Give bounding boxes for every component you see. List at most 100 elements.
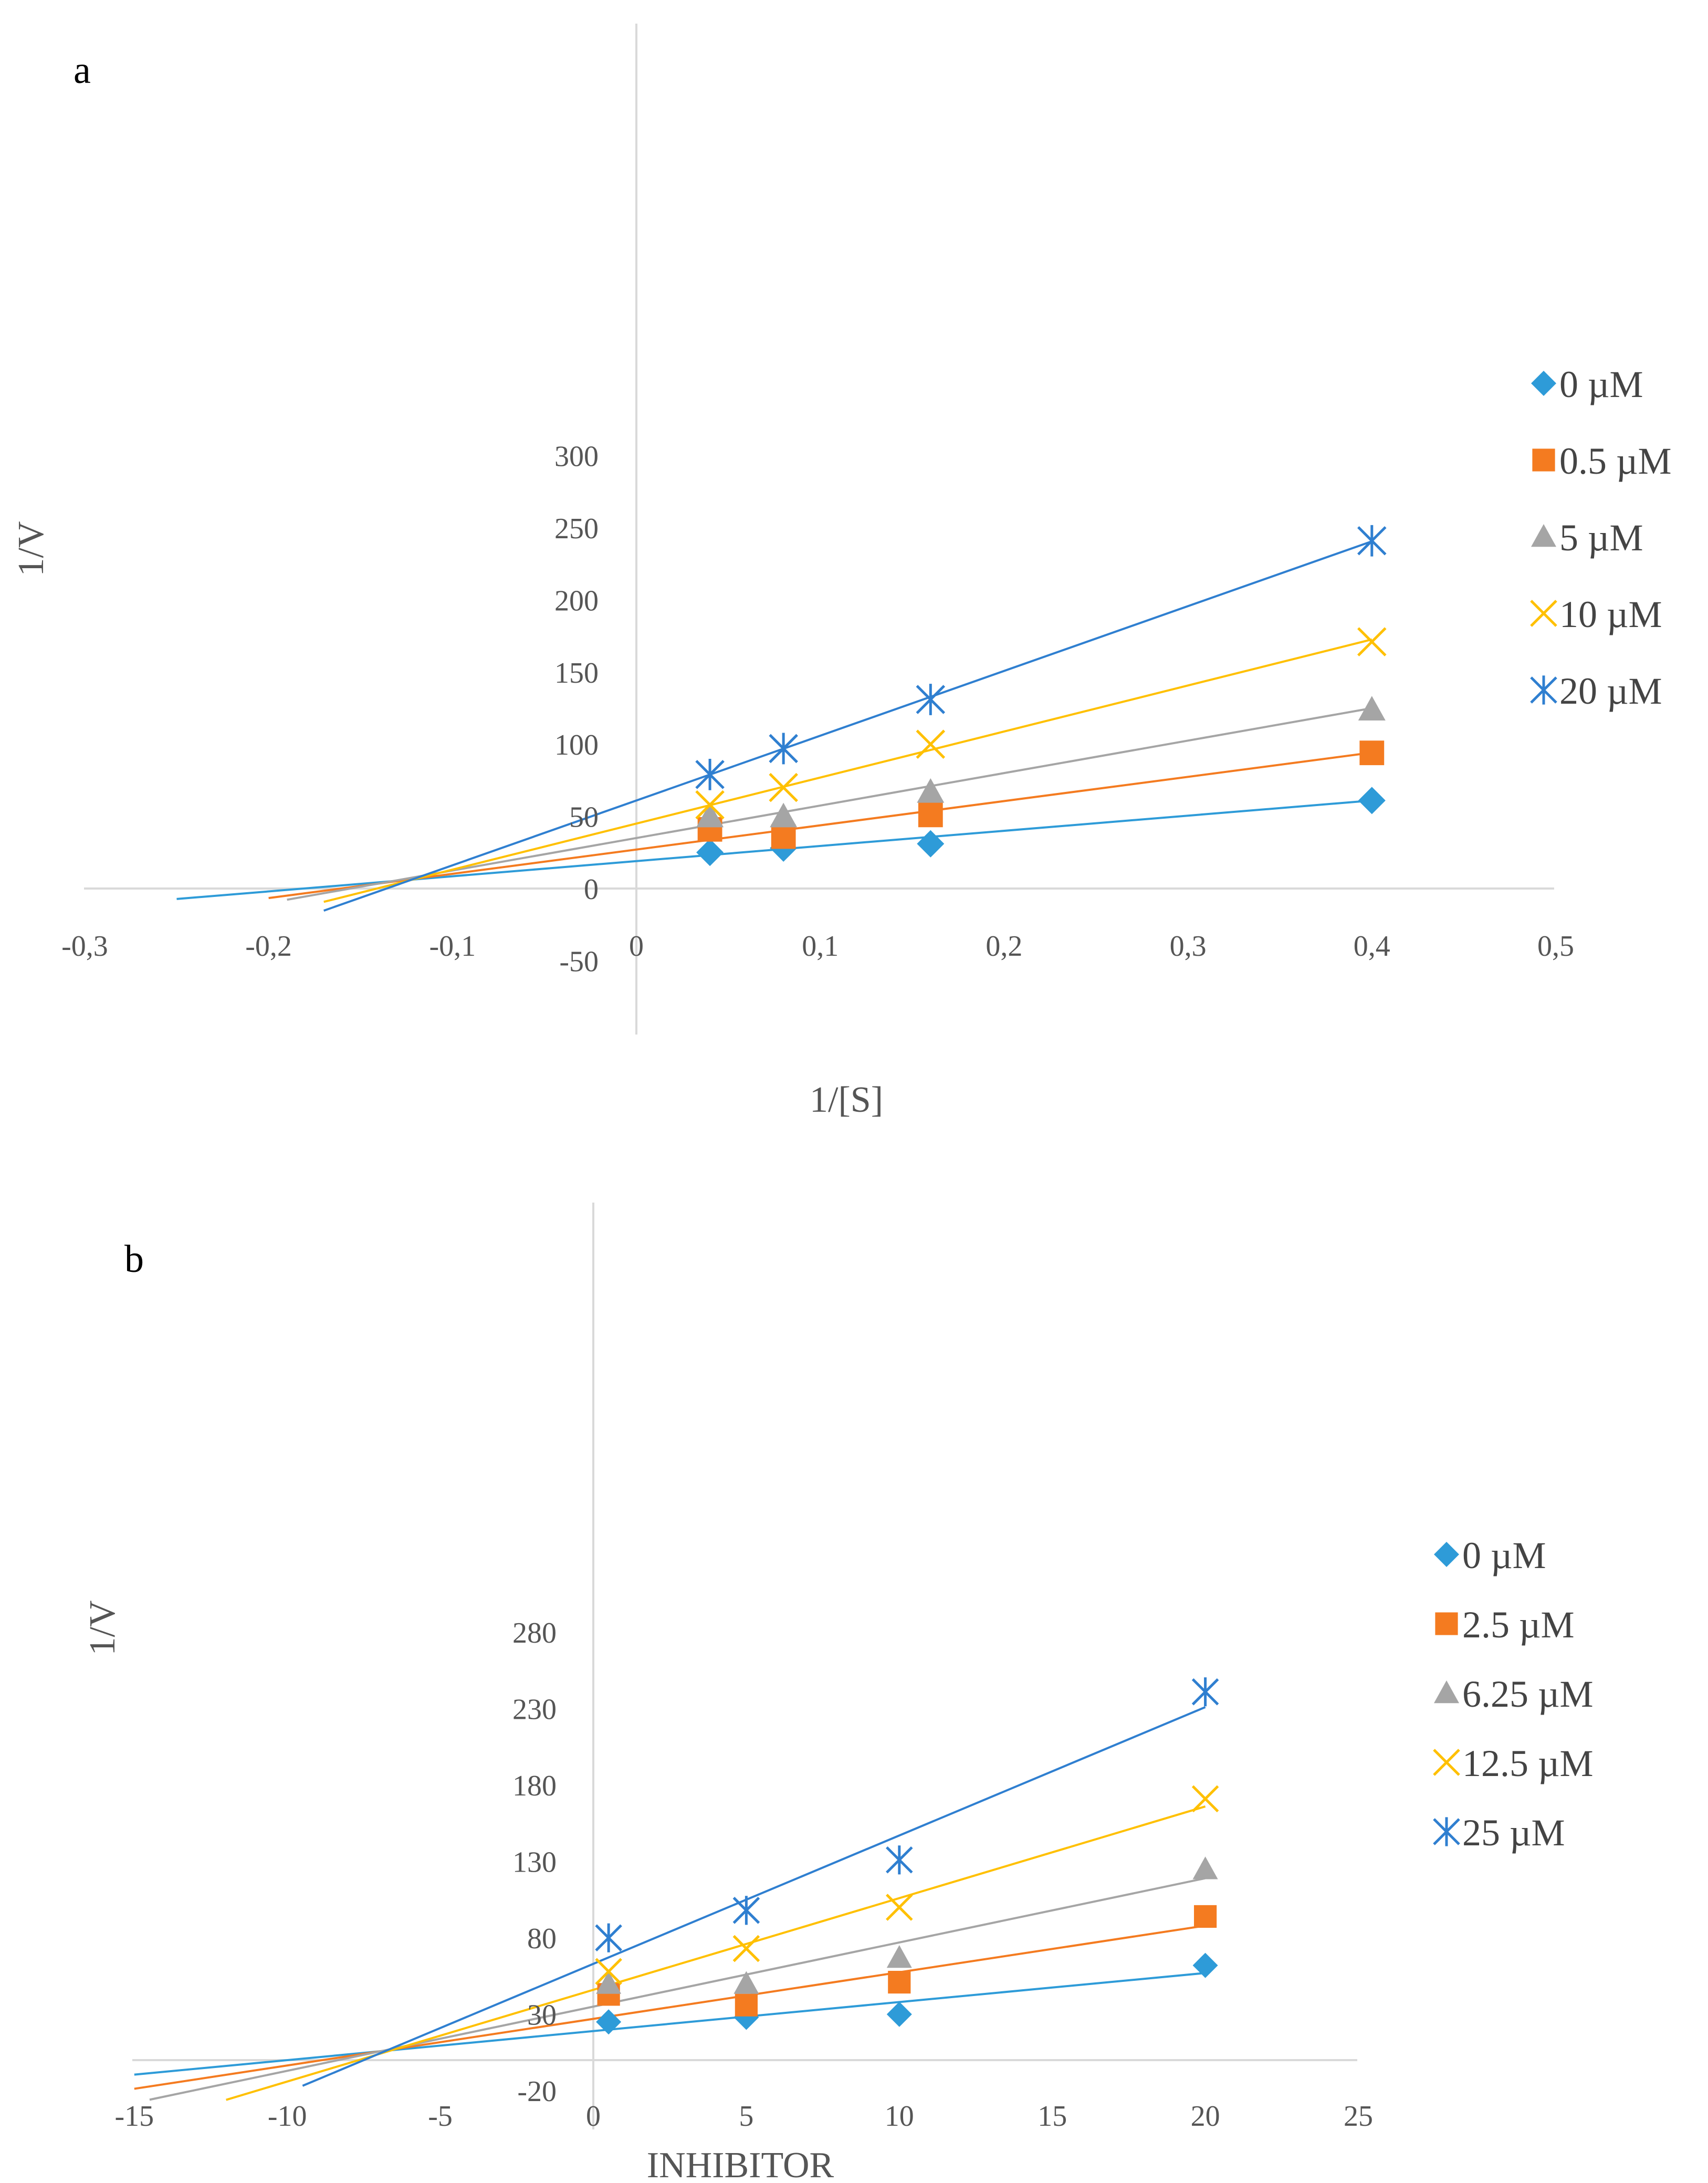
data-point-series-5 (886, 1845, 913, 1875)
data-point-series-1 (1358, 787, 1386, 814)
trendline-series-5 (323, 540, 1372, 912)
data-point-series-3 (770, 802, 798, 828)
x-tick-label: -15 (114, 2100, 154, 2133)
y-tick-label: -20 (517, 2075, 557, 2108)
data-point-series-3 (696, 802, 724, 828)
x-tick-label: -10 (268, 2100, 307, 2133)
panel-b-x-axis-title: INHIBITOR (647, 2145, 834, 2183)
x-tick-label: -0,2 (245, 930, 292, 963)
x-tick-label: -0,1 (429, 930, 476, 963)
data-point-series-4 (1191, 1785, 1219, 1813)
panel-b-label: b (124, 1238, 144, 1281)
data-point-series-2 (1359, 740, 1385, 766)
legend-marker-series-2 (1435, 1612, 1458, 1635)
data-point-series-4 (769, 772, 798, 802)
y-tick-label: 200 (554, 584, 599, 617)
data-point-series-4 (886, 1894, 913, 1921)
legend-label-series-4: 12.5 µM (1462, 1742, 1594, 1784)
y-tick-label: 180 (512, 1770, 557, 1802)
legend-marker-series-3 (1434, 1680, 1459, 1704)
data-point-series-4 (916, 729, 946, 759)
trendline-series-4 (226, 1805, 1206, 2101)
trendline-series-2 (268, 751, 1372, 900)
legend-label-series-5: 25 µM (1462, 1812, 1565, 1854)
x-tick-label: 0 (629, 930, 644, 963)
data-point-series-3 (917, 778, 945, 803)
y-tick-label: 80 (527, 1923, 557, 1955)
y-tick-label: -50 (559, 945, 599, 978)
data-point-series-4 (595, 1958, 622, 1985)
y-tick-label: 230 (512, 1694, 557, 1726)
y-tick-label: 100 (554, 729, 599, 761)
panel-b-data-points (595, 1677, 1219, 2035)
data-point-series-5 (1191, 1677, 1219, 1707)
data-point-series-3 (1192, 1856, 1218, 1879)
data-point-series-4 (695, 790, 725, 820)
legend-marker-series-1 (1434, 1542, 1459, 1567)
trendline-series-4 (323, 638, 1372, 903)
y-tick-label: 0 (584, 873, 599, 906)
legend-marker-series-2 (1532, 448, 1555, 472)
x-tick-label: 0,5 (1537, 930, 1574, 963)
data-point-series-1 (886, 2001, 912, 2027)
y-tick-label: 300 (554, 441, 599, 473)
panel-a-label: a (74, 49, 91, 92)
panel-a-x-axis-title: 1/[S] (810, 1080, 883, 1120)
x-tick-label: 0,3 (1170, 930, 1207, 963)
data-point-series-4 (732, 1935, 760, 1962)
panel-a-data-points (695, 525, 1387, 866)
y-tick-label: 280 (512, 1617, 557, 1649)
y-tick-label: 250 (554, 513, 599, 545)
y-tick-label: 50 (569, 801, 599, 834)
y-tick-label: 30 (527, 1999, 557, 2032)
panel-a-axes (84, 24, 1554, 1035)
legend-marker-series-5 (1433, 1817, 1460, 1846)
legend-label-series-4: 10 µM (1559, 593, 1662, 635)
x-tick-label: 5 (739, 2100, 753, 2133)
x-tick-label: -0,3 (61, 930, 108, 963)
legend-marker-series-4 (1530, 600, 1557, 627)
data-point-series-1 (917, 830, 945, 858)
data-point-series-3 (734, 1971, 759, 1994)
chart-panel-a: a -50 0 50 100 150 200 250 300 -0,3 -0,2 -0,1 0 0,1 0… (11, 24, 1672, 1120)
data-point-series-5 (1357, 525, 1387, 557)
data-point-series-1 (596, 2009, 622, 2035)
legend-label-series-5: 20 µM (1559, 670, 1662, 712)
trendline-series-3 (287, 707, 1372, 901)
x-tick-label: 0 (586, 2100, 601, 2133)
x-tick-label: 0,2 (986, 930, 1022, 963)
panel-a-tick-labels: -50 0 50 100 150 200 250 300 -0,3 -0,2 -0,1 0 0,1 0,2… (61, 441, 1574, 978)
legend-marker-series-1 (1531, 371, 1556, 396)
trendline-series-1 (134, 1972, 1206, 2076)
trendline-series-2 (134, 1924, 1206, 2090)
legend-label-series-3: 5 µM (1559, 517, 1643, 559)
panel-a-fit-lines (176, 540, 1372, 912)
data-point-series-5 (769, 733, 798, 765)
data-point-series-3 (596, 1971, 622, 1994)
legend-label-series-3: 6.25 µM (1462, 1673, 1594, 1715)
data-point-series-2 (1194, 1905, 1217, 1928)
data-point-series-1 (1192, 1952, 1218, 1978)
legend-marker-series-4 (1433, 1749, 1460, 1776)
data-point-series-5 (732, 1896, 760, 1925)
data-point-series-1 (696, 839, 724, 866)
data-point-series-3 (886, 1945, 912, 1968)
data-point-series-3 (1358, 696, 1386, 721)
data-point-series-2 (771, 824, 796, 849)
chart-panel-b: b -20 30 80 130 180 230 280 -15 -10 -5 0 5 10 15 20 25 … (82, 1203, 1594, 2183)
legend-label-series-2: 2.5 µM (1462, 1604, 1575, 1646)
x-tick-label: 15 (1038, 2100, 1067, 2133)
legend-label-series-1: 0 µM (1559, 363, 1643, 405)
panel-a-y-axis-title: 1/V (11, 521, 51, 577)
panel-b-tick-labels: -20 30 80 130 180 230 280 -15 -10 -5 0 5 10 15 20 25 (114, 1617, 1373, 2133)
x-tick-label: 0,1 (802, 930, 839, 963)
trendline-series-3 (149, 1877, 1206, 2101)
panel-b-fit-lines (134, 1706, 1206, 2101)
y-tick-label: 150 (554, 657, 599, 690)
legend-marker-series-5 (1530, 675, 1557, 705)
data-point-series-4 (1357, 627, 1387, 656)
panel-a-legend: 0 µM 0.5 µM 5 µM 10 µM 20 µM (1530, 363, 1672, 712)
x-tick-label: 10 (885, 2100, 914, 2133)
x-tick-label: 20 (1191, 2100, 1220, 2133)
